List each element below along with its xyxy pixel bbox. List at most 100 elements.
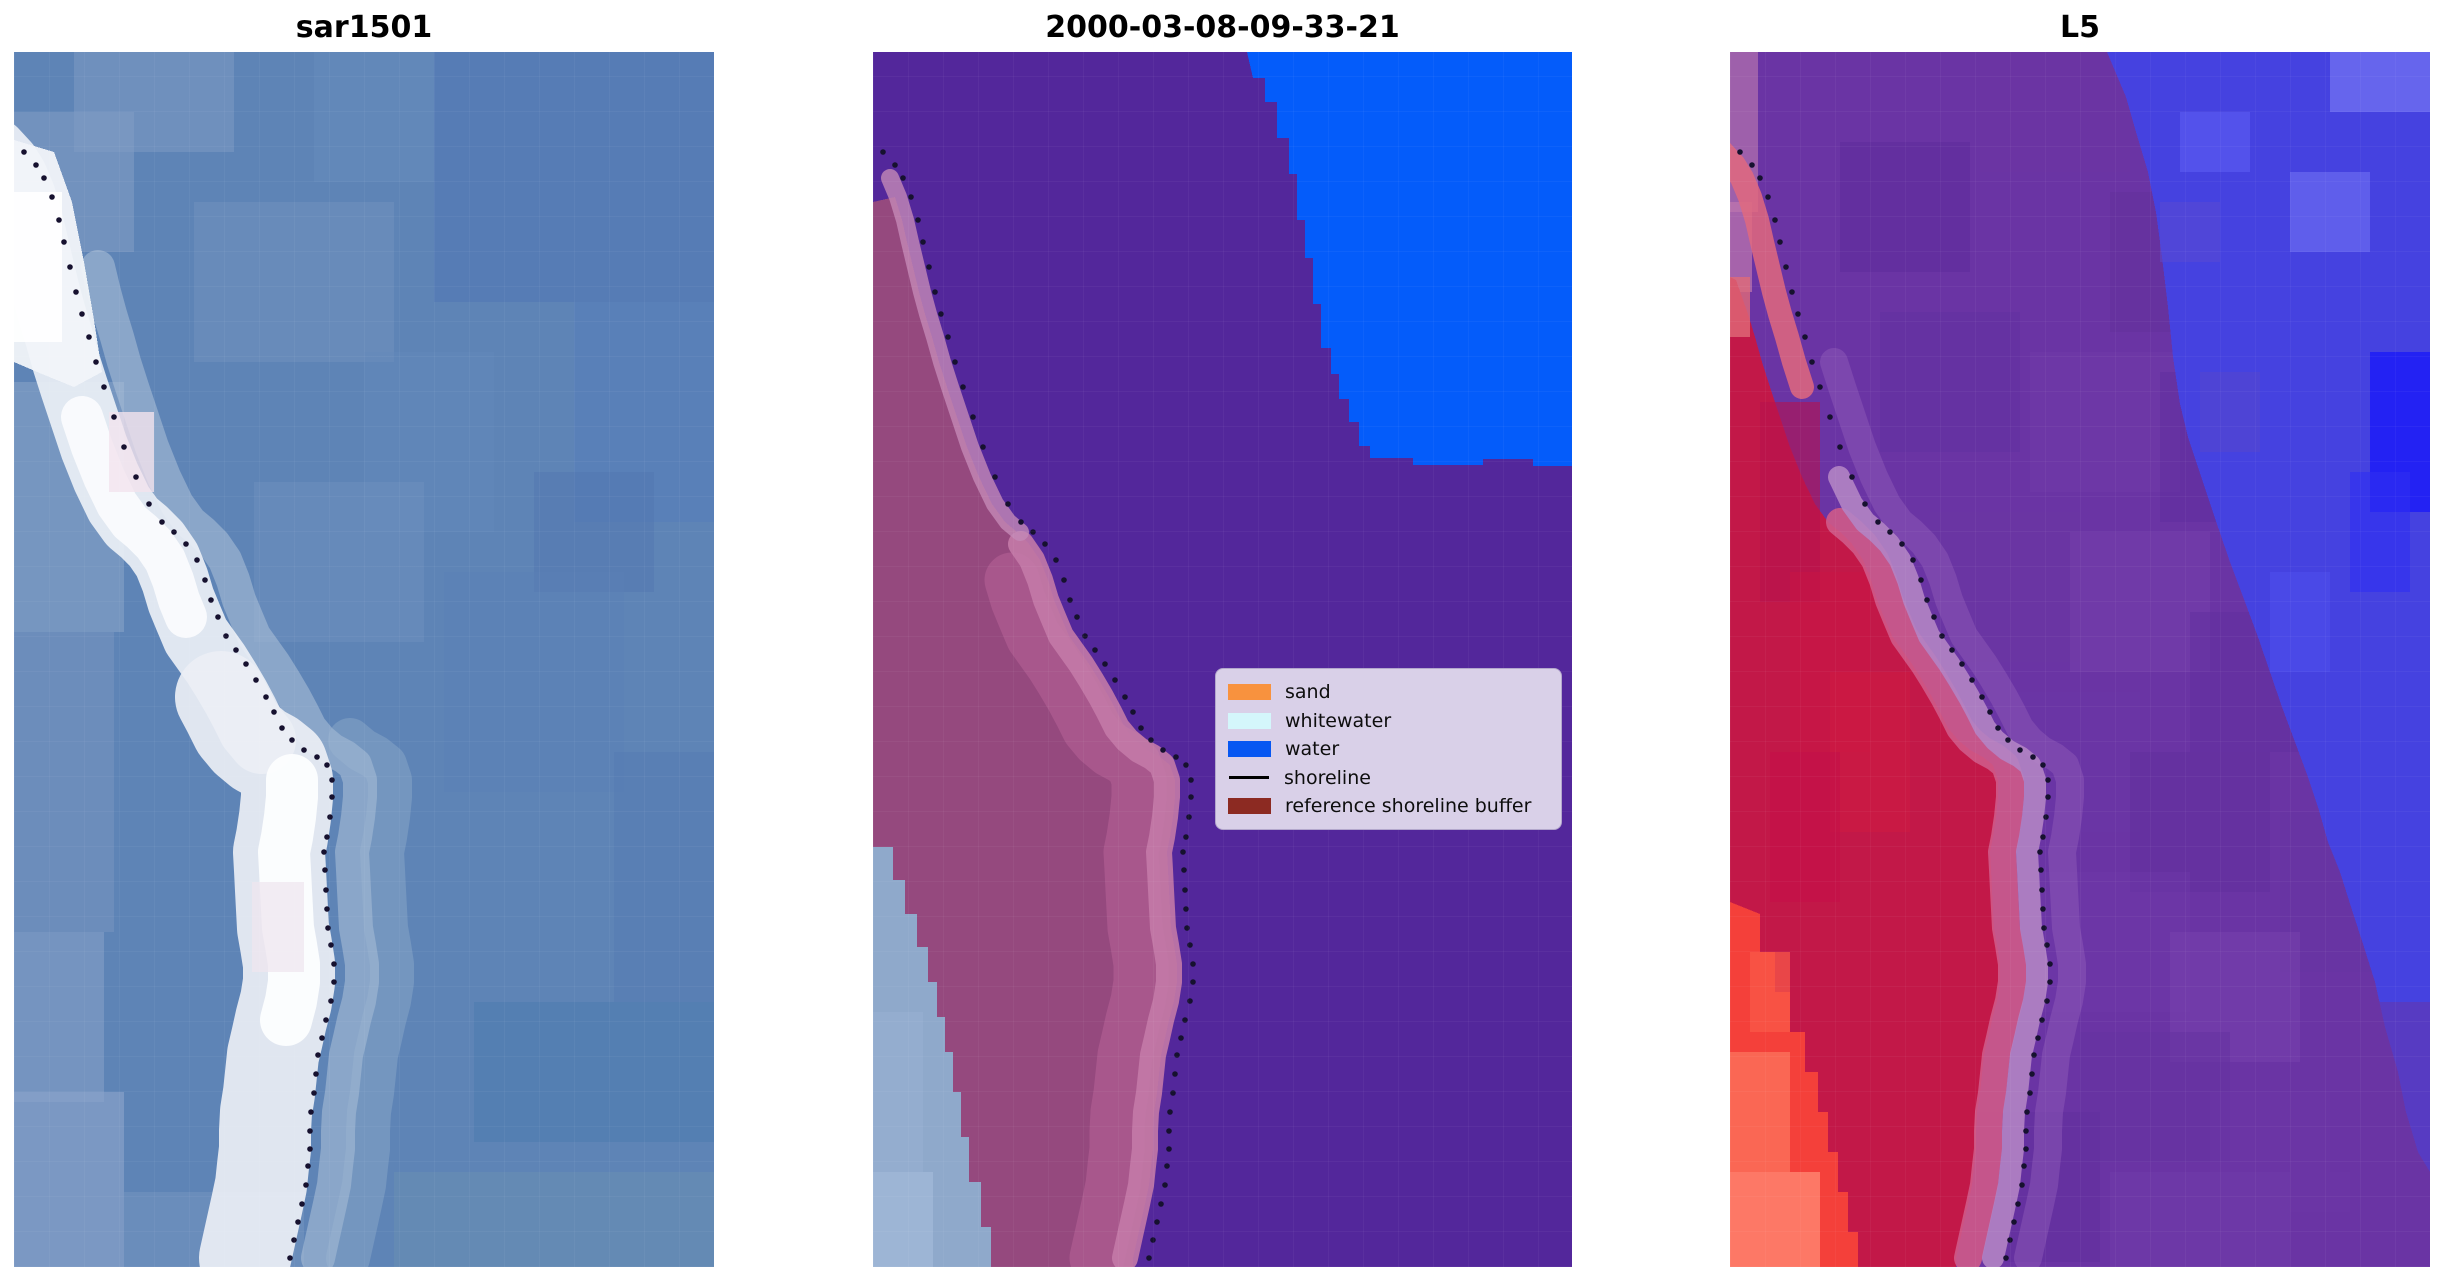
shoreline-dot bbox=[2039, 887, 2045, 893]
classified-image bbox=[873, 52, 1572, 1267]
shoreline-dot bbox=[2007, 1237, 2013, 1243]
stroke-region bbox=[1008, 531, 1182, 1267]
shoreline-dot bbox=[1910, 557, 1916, 563]
shoreline-dot bbox=[1187, 942, 1193, 948]
shoreline-dot bbox=[1837, 444, 1843, 450]
shoreline-dot bbox=[101, 384, 107, 390]
shoreline-dot bbox=[2031, 1052, 2037, 1058]
shoreline-dot bbox=[1160, 747, 1166, 753]
rect-region bbox=[873, 1012, 923, 1172]
shoreline-dot bbox=[992, 474, 998, 480]
shoreline-dot bbox=[1186, 814, 1192, 820]
shoreline-dot bbox=[2040, 834, 2046, 840]
rect-region bbox=[1730, 1172, 1820, 1267]
legend-item: sand bbox=[1228, 678, 1549, 706]
shoreline-dot bbox=[1172, 1071, 1178, 1077]
mauve-strip-right-of-shoreline bbox=[1820, 348, 2086, 1267]
shoreline-dot bbox=[1067, 597, 1073, 603]
rect-region bbox=[1880, 312, 2020, 452]
rect-region bbox=[1830, 672, 1910, 832]
shoreline-dot bbox=[1166, 1128, 1172, 1134]
shoreline-dot bbox=[1757, 175, 1763, 181]
shoreline-dot bbox=[1180, 849, 1186, 855]
shoreline-dot bbox=[49, 194, 55, 200]
shoreline-dot bbox=[1188, 777, 1194, 783]
panel-sar1501 bbox=[14, 52, 714, 1267]
shoreline-dot bbox=[2044, 998, 2050, 1004]
shoreline-dot bbox=[1188, 794, 1194, 800]
shoreline-dot bbox=[1061, 577, 1067, 583]
rect-region bbox=[1730, 277, 1750, 337]
shoreline-dot bbox=[121, 444, 127, 450]
shoreline-dot bbox=[2040, 906, 2046, 912]
shoreline-dot bbox=[1042, 541, 1048, 547]
shoreline-dot bbox=[299, 1201, 305, 1207]
shoreline-dot bbox=[1949, 647, 1955, 653]
shoreline-dot bbox=[111, 414, 117, 420]
shoreline-dot bbox=[1162, 1182, 1168, 1188]
panel-l5 bbox=[1730, 52, 2430, 1267]
shoreline-dot bbox=[324, 762, 330, 768]
rect-region bbox=[314, 52, 434, 182]
shoreline-dot bbox=[1795, 311, 1801, 317]
shoreline-dot bbox=[1053, 557, 1059, 563]
shoreline-dot bbox=[1931, 614, 1937, 620]
shoreline-dot bbox=[2003, 1255, 2009, 1261]
shoreline-dot bbox=[61, 239, 67, 245]
shoreline-dot bbox=[287, 1255, 293, 1261]
shoreline-dot bbox=[21, 149, 27, 155]
shoreline-dot bbox=[1178, 1035, 1184, 1041]
rect-region bbox=[2350, 472, 2410, 592]
shoreline-dot bbox=[1765, 194, 1771, 200]
shoreline-dot bbox=[33, 162, 39, 168]
shoreline-dot bbox=[331, 961, 337, 967]
shoreline-dot bbox=[271, 709, 277, 715]
shoreline-dot bbox=[315, 1052, 321, 1058]
shoreline-dot bbox=[1102, 661, 1108, 667]
legend-item: reference shoreline buffer bbox=[1228, 792, 1549, 820]
shoreline-dot bbox=[1809, 359, 1815, 365]
shoreline-dot bbox=[93, 359, 99, 365]
sar-image bbox=[14, 52, 714, 1267]
shoreline-dot bbox=[1802, 334, 1808, 340]
rect-region bbox=[2110, 1172, 2290, 1267]
shoreline-dot bbox=[208, 597, 214, 603]
rect-region bbox=[474, 1002, 714, 1142]
shoreline-dot bbox=[980, 444, 986, 450]
shoreline-dot bbox=[133, 474, 139, 480]
shoreline-dot bbox=[319, 1035, 325, 1041]
panel-title-date: 2000-03-08-09-33-21 bbox=[1045, 10, 1400, 45]
shoreline-dot bbox=[1166, 1146, 1172, 1152]
legend-label: water bbox=[1285, 738, 1340, 760]
legend-item: shoreline bbox=[1228, 764, 1549, 792]
shoreline-dot bbox=[159, 519, 165, 525]
shoreline-dot bbox=[291, 1237, 297, 1243]
shoreline-dot bbox=[324, 906, 330, 912]
shoreline-dot bbox=[908, 194, 914, 200]
shoreline-dot bbox=[2019, 1182, 2025, 1188]
legend-item: water bbox=[1228, 735, 1549, 763]
stroke-region bbox=[881, 169, 1029, 541]
shoreline-dot bbox=[1772, 217, 1778, 223]
shoreline-dot bbox=[2038, 867, 2044, 873]
shoreline-dot bbox=[892, 162, 898, 168]
shoreline-dot bbox=[307, 1128, 313, 1134]
rect-region bbox=[2070, 532, 2210, 672]
shoreline-dot bbox=[2024, 1109, 2030, 1115]
shoreline-dot bbox=[952, 359, 958, 365]
shoreline-dot bbox=[1887, 529, 1893, 535]
shoreline-dot bbox=[79, 311, 85, 317]
shoreline-dot bbox=[1005, 501, 1011, 507]
rect-region bbox=[1840, 142, 1970, 272]
rect-region bbox=[2160, 202, 2220, 262]
shoreline-dot bbox=[305, 1163, 311, 1169]
legend-patch-swatch bbox=[1228, 798, 1271, 814]
panel-title-l5: L5 bbox=[2060, 10, 2100, 45]
shoreline-dot bbox=[2021, 1163, 2027, 1169]
shoreline-dot bbox=[307, 1146, 313, 1152]
rect-region bbox=[14, 192, 62, 342]
panel-title-sar1501: sar1501 bbox=[295, 10, 433, 45]
shoreline-dot bbox=[295, 1219, 301, 1225]
shoreline-dot bbox=[146, 501, 152, 507]
shoreline-dot bbox=[960, 384, 966, 390]
